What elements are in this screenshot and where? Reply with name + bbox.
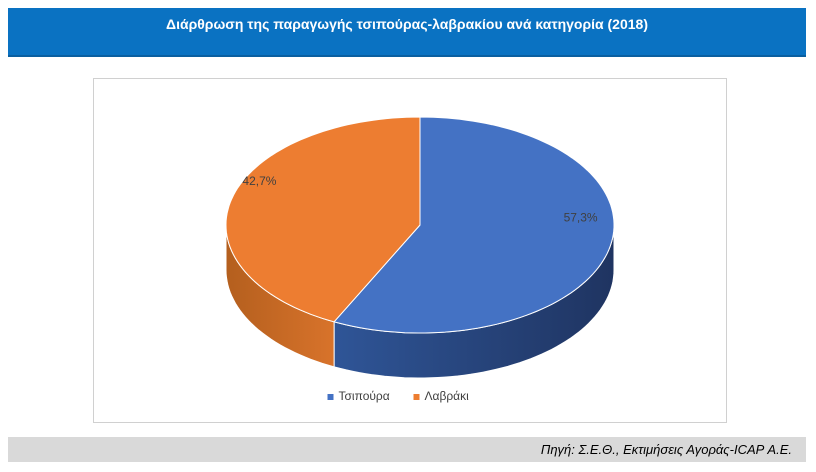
slice (333, 116, 615, 334)
legend-label: Λαβράκι (425, 389, 470, 403)
source-note: Πηγή: Σ.Ε.Θ., Εκτιμήσεις Αγοράς-ICAP Α.Ε… (540, 442, 792, 457)
legend-marker (327, 394, 334, 400)
title-bar: Διάρθρωση της παραγωγής τσιπούρας-λαβρακ… (8, 8, 806, 57)
data-label: 42,7% (242, 174, 276, 188)
legend-label: Τσιπούρα (339, 389, 390, 403)
footer: Πηγή: Σ.Ε.Θ., Εκτιμήσεις Αγοράς-ICAP Α.Ε… (8, 437, 806, 462)
legend-marker (413, 394, 420, 400)
chart-area (93, 78, 727, 423)
slice (225, 116, 421, 323)
chart-title: Διάρθρωση της παραγωγής τσιπούρας-λαβρακ… (166, 16, 648, 32)
data-label: 57,3% (564, 211, 598, 225)
